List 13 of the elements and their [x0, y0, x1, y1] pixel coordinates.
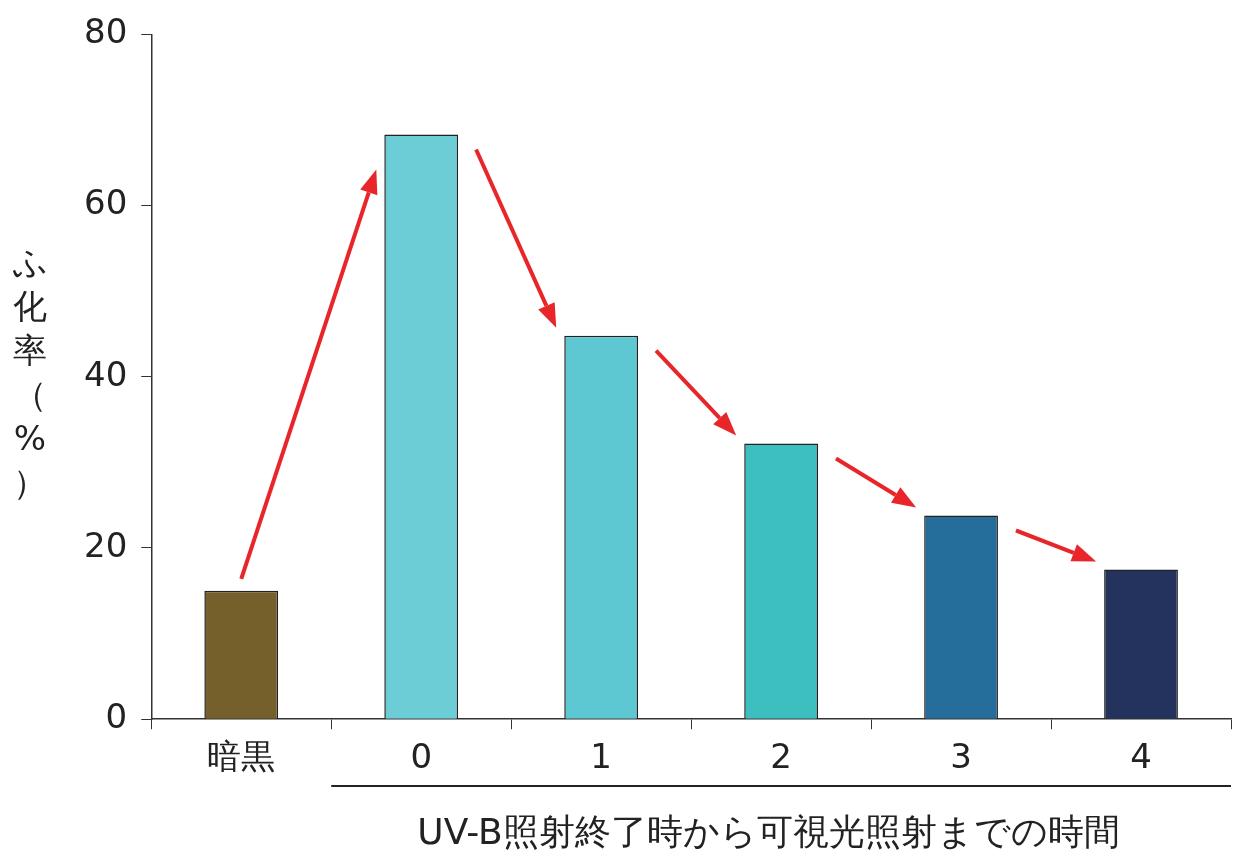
- y-tick-label: 60: [84, 182, 128, 223]
- x-tick-label: 2: [770, 736, 792, 777]
- x-tick-label: 3: [950, 736, 972, 777]
- y-tick-label: 80: [84, 11, 128, 52]
- y-tick-label: 40: [84, 353, 128, 394]
- y-axis-title: ふ化率（%）: [11, 241, 49, 504]
- y-tick-label: 20: [84, 524, 128, 565]
- x-tick-label: 4: [1130, 736, 1152, 777]
- y-tick-label: 0: [105, 696, 128, 737]
- x-tick-label: 暗黒: [207, 736, 276, 777]
- x-tick-label: 1: [590, 736, 612, 777]
- x-axis-title: UV-B照射終了時から可視光照射までの時間: [416, 810, 1121, 854]
- x-tick-label: 0: [410, 736, 433, 777]
